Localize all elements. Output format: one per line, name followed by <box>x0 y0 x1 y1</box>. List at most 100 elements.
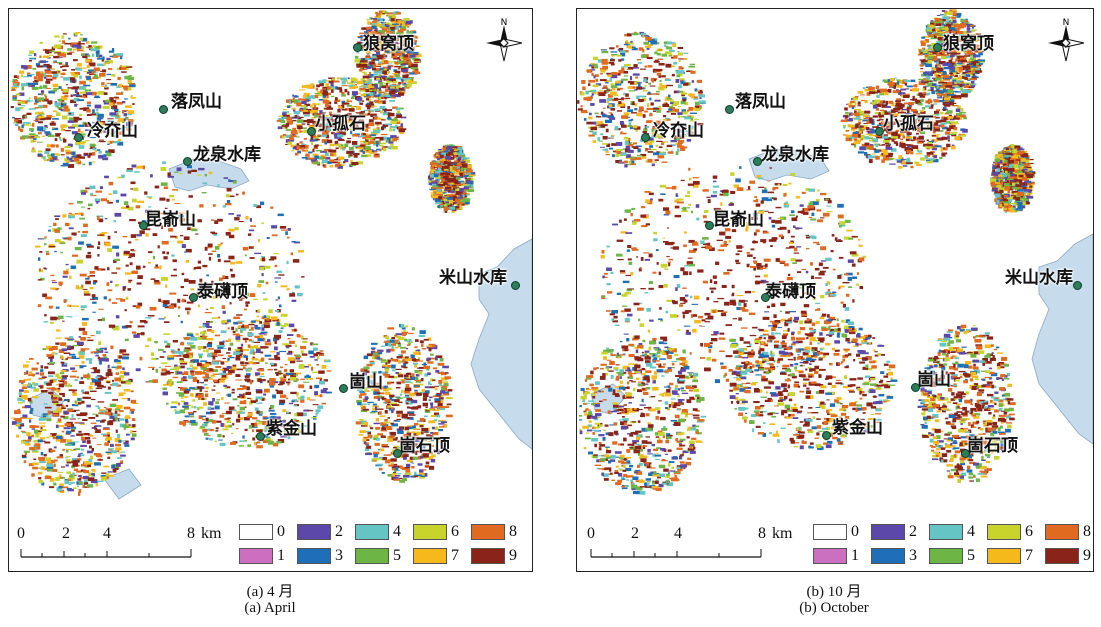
legend-label: 3 <box>909 547 917 564</box>
place-marker <box>307 127 316 136</box>
place-gushiding: 崮石顶 <box>399 436 450 456</box>
legend-swatch <box>239 524 273 540</box>
legend-item-3: 3 <box>871 547 917 565</box>
legend-swatch <box>1045 548 1079 564</box>
place-marker <box>753 157 762 166</box>
legend-item-8: 8 <box>1045 523 1091 541</box>
place-longquan-reservoir: 龙泉水库 <box>193 145 261 165</box>
place-luofengshan: 落凤山 <box>171 92 222 112</box>
place-marker <box>875 127 884 136</box>
scale-tick: 2 <box>62 525 70 542</box>
place-marker <box>911 383 920 392</box>
vegetation-classes-layer <box>577 9 1036 495</box>
place-lengkuangshan: 冷夼山 <box>653 121 704 141</box>
legend-item-9: 9 <box>1045 547 1091 565</box>
place-langwoding: 狼窝顶 <box>943 34 994 54</box>
legend-label: 0 <box>277 523 285 540</box>
legend-swatch <box>987 524 1021 540</box>
place-lengkuangshan: 冷夼山 <box>87 121 138 141</box>
place-taibo-ding: 泰礴顶 <box>765 282 816 302</box>
place-marker <box>339 384 348 393</box>
place-mishan-reservoir: 米山水库 <box>1005 268 1073 288</box>
place-xiaogushi: 小孤石 <box>883 114 934 134</box>
place-xiaogushi: 小孤石 <box>315 114 366 134</box>
place-marker <box>933 43 942 52</box>
legend-swatch <box>871 548 905 564</box>
legend-swatch <box>813 524 847 540</box>
caption-cn: (a) 4 月 <box>246 584 294 600</box>
scale-bar: 0 2 4 8 km <box>581 525 797 565</box>
legend-item-6: 6 <box>413 523 459 541</box>
legend-swatch <box>471 524 505 540</box>
caption-cn: (b) 10 月 <box>806 584 862 600</box>
legend-item-4: 4 <box>355 523 401 541</box>
legend-item-3: 3 <box>297 547 343 565</box>
legend-item-9: 9 <box>471 547 517 565</box>
place-marker <box>256 432 265 441</box>
place-marker <box>705 221 714 230</box>
legend-label: 6 <box>451 523 459 540</box>
legend-label: 8 <box>1083 523 1091 540</box>
place-gushan: 崮山 <box>917 370 951 390</box>
place-mishan-reservoir: 米山水库 <box>439 268 507 288</box>
legend-item-6: 6 <box>987 523 1033 541</box>
scale-tick: 8 <box>187 525 195 542</box>
legend-item-8: 8 <box>471 523 517 541</box>
legend-label: 9 <box>509 547 517 564</box>
scale-tick: 0 <box>587 525 595 542</box>
legend-item-5: 5 <box>355 547 401 565</box>
scale-tick: 8 <box>758 525 766 542</box>
place-zijinshan: 紫金山 <box>266 419 317 439</box>
legend-label: 8 <box>509 523 517 540</box>
legend: 0 1 2 3 4 5 6 7 8 9 <box>239 519 531 569</box>
legend-swatch <box>471 548 505 564</box>
map-panel-october: N 狼窝顶 落凤山 冷夼山 小孤石 龙泉水库 昆嵛山 米山水库 泰礴顶 崮山 紫… <box>576 8 1094 572</box>
place-marker <box>511 281 520 290</box>
place-marker <box>74 133 83 142</box>
place-kunyushan: 昆嵛山 <box>145 210 196 230</box>
place-marker <box>822 431 831 440</box>
legend-label: 4 <box>967 523 975 540</box>
north-arrow-icon: N <box>481 17 527 69</box>
legend-item-0: 0 <box>239 523 285 541</box>
legend-label: 6 <box>1025 523 1033 540</box>
legend-swatch <box>297 524 331 540</box>
legend-label: 1 <box>277 547 285 564</box>
place-marker <box>183 157 192 166</box>
legend-label: 2 <box>335 523 343 540</box>
north-arrow-icon: N <box>1043 17 1089 69</box>
scale-unit: km <box>201 525 222 542</box>
legend-swatch <box>813 548 847 564</box>
scale-tick: 4 <box>674 525 682 542</box>
place-luofengshan: 落凤山 <box>735 92 786 112</box>
legend-swatch <box>413 548 447 564</box>
legend-swatch <box>355 548 389 564</box>
legend-swatch <box>239 548 273 564</box>
place-marker <box>159 105 168 114</box>
place-marker <box>641 133 650 142</box>
place-gushan: 崮山 <box>349 372 383 392</box>
legend-swatch <box>355 524 389 540</box>
legend-label: 4 <box>393 523 401 540</box>
legend-item-7: 7 <box>413 547 459 565</box>
legend-swatch <box>871 524 905 540</box>
vegetation-classes-layer <box>10 10 476 496</box>
vegetation-map-october <box>577 9 1093 495</box>
legend-item-5: 5 <box>929 547 975 565</box>
legend: 0 1 2 3 4 5 6 7 8 9 <box>813 519 1091 569</box>
place-langwoding: 狼窝顶 <box>363 34 414 54</box>
legend-label: 5 <box>393 547 401 564</box>
caption-en: (b) October <box>799 600 869 616</box>
place-longquan-reservoir: 龙泉水库 <box>761 145 829 165</box>
legend-label: 7 <box>451 547 459 564</box>
legend-label: 9 <box>1083 547 1091 564</box>
legend-item-7: 7 <box>987 547 1033 565</box>
legend-item-1: 1 <box>239 547 285 565</box>
vegetation-map-april <box>10 10 532 500</box>
legend-swatch <box>987 548 1021 564</box>
place-marker <box>139 221 148 230</box>
legend-item-4: 4 <box>929 523 975 541</box>
legend-label: 5 <box>967 547 975 564</box>
place-marker <box>353 43 362 52</box>
caption-april: (a) 4 月 (a) April <box>190 584 350 616</box>
